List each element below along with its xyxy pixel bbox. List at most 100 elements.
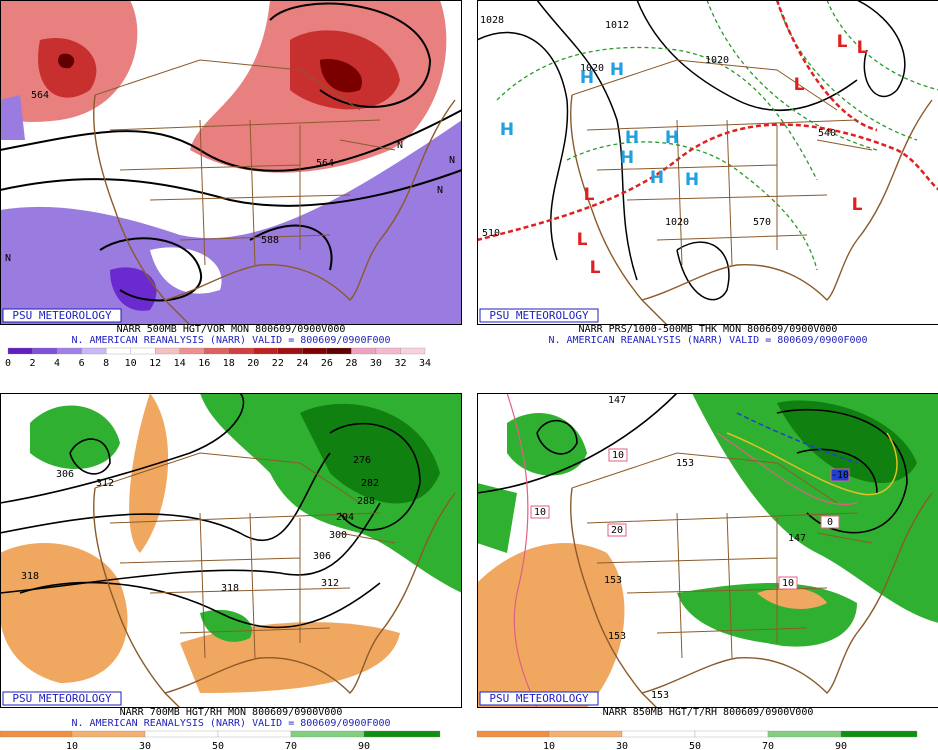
low-marker: L (857, 38, 868, 58)
thickness-contour (826, 0, 938, 91)
colorbar-label: 2 (30, 358, 36, 369)
contour-label: 306 (313, 551, 331, 562)
label-box (530, 505, 550, 519)
humidity-area (300, 403, 440, 504)
height-contour (0, 393, 245, 504)
colorbar-label: 18 (223, 358, 235, 369)
colorbar-label: 24 (296, 358, 308, 369)
low-marker: L (794, 75, 805, 95)
subcaption: N. AMERICAN REANALYSIS (NARR) VALID = 80… (71, 718, 390, 729)
contour-label: N (397, 140, 403, 151)
contour-label: -10 (831, 470, 849, 481)
colorbar-swatch (7, 347, 33, 355)
vorticity-area (320, 59, 362, 93)
contour-label: 153 (676, 458, 694, 469)
high-marker: H (625, 128, 639, 148)
colorbar-label: 0 (5, 358, 11, 369)
contour-label: 564 (31, 90, 49, 101)
height-contour (0, 452, 331, 541)
high-marker: H (650, 168, 664, 188)
caption: NARR 700MB HGT/RH MON 800609/0900V000 (120, 707, 343, 718)
colorbar-swatch (56, 347, 82, 355)
humidity-area (477, 543, 625, 708)
thickness-contour (706, 0, 878, 151)
contour-label: 312 (321, 578, 339, 589)
colorbar-swatch (228, 347, 254, 355)
height-contour (536, 419, 578, 455)
contour-label: 0 (827, 517, 833, 528)
high-marker: H (610, 60, 624, 80)
height-contour (269, 2, 432, 108)
map: 564 564 588 N N N N (0, 0, 462, 325)
low-marker: L (577, 230, 588, 250)
colorbar-swatch (130, 347, 156, 355)
height-contour (249, 224, 333, 271)
label-box (820, 515, 840, 529)
humidity-area (477, 483, 517, 553)
contour-label: 153 (651, 690, 669, 701)
colorbar-swatch (375, 347, 401, 355)
colorbar-swatch (204, 347, 229, 355)
colorbar-label: 22 (272, 358, 284, 369)
colorbar-label: 14 (174, 358, 186, 369)
humidity-area (0, 543, 128, 683)
colorbar-swatch (363, 730, 441, 738)
colorbar-label: 30 (616, 741, 628, 750)
colorbar-label: 30 (370, 358, 382, 369)
contour-label: 588 (261, 235, 279, 246)
high-marker: H (620, 148, 634, 168)
subcaption: N. AMERICAN REANALYSIS (NARR) VALID = 80… (548, 335, 867, 346)
map-frame (477, 0, 938, 325)
colorbar-swatch (302, 347, 328, 355)
humidity-area (777, 400, 917, 483)
high-marker: H (500, 120, 514, 140)
height-contour (796, 448, 878, 494)
brand-box (479, 691, 599, 706)
humidity-area (129, 393, 169, 553)
panel: 147 153 10 10 20 -10 0 147 153 153 153 10 PSU METEOR… (476, 393, 938, 750)
height-contour (329, 422, 421, 531)
temperature-zero (726, 432, 898, 496)
brand: PSU METEOROLOGY (12, 309, 112, 322)
colorbar-swatch (767, 730, 842, 738)
low-marker: L (590, 258, 601, 278)
map-frame (0, 0, 462, 325)
contour-label: 510 (482, 228, 500, 239)
colorbar-swatch (326, 347, 352, 355)
humidity-area (30, 405, 120, 470)
colorbar-swatch (694, 730, 769, 738)
colorbar-swatch (400, 347, 426, 355)
colorbar-label: 12 (149, 358, 161, 369)
low-marker: L (837, 32, 848, 52)
humidity-area (200, 609, 252, 642)
colorbar-label: 32 (394, 358, 406, 369)
high-marker: H (685, 170, 699, 190)
colorbar-swatch (351, 347, 377, 355)
colorbar-label: 90 (835, 741, 847, 750)
state-borders (94, 452, 396, 659)
colorbar-swatch (32, 347, 58, 355)
contour-label: 276 (353, 455, 371, 466)
high-marker: H (580, 68, 594, 88)
low-marker: L (852, 195, 863, 215)
colorbar-swatch (81, 347, 107, 355)
contour-label: 318 (221, 583, 239, 594)
label-box (608, 448, 628, 462)
colorbar-swatch (548, 730, 623, 738)
contour-label: 147 (608, 395, 626, 406)
state-borders (571, 59, 873, 266)
contour-label: 1020 (705, 55, 729, 66)
coastline (93, 487, 456, 708)
colorbar-label: 28 (345, 358, 357, 369)
contour-label: 10 (782, 578, 794, 589)
contour-label: 294 (336, 512, 354, 523)
colorbar-swatch (179, 347, 205, 355)
vorticity-area (58, 53, 75, 69)
thickness-540 (477, 123, 938, 242)
brand: PSU METEOROLOGY (489, 692, 589, 705)
colorbar-swatch (144, 730, 219, 738)
